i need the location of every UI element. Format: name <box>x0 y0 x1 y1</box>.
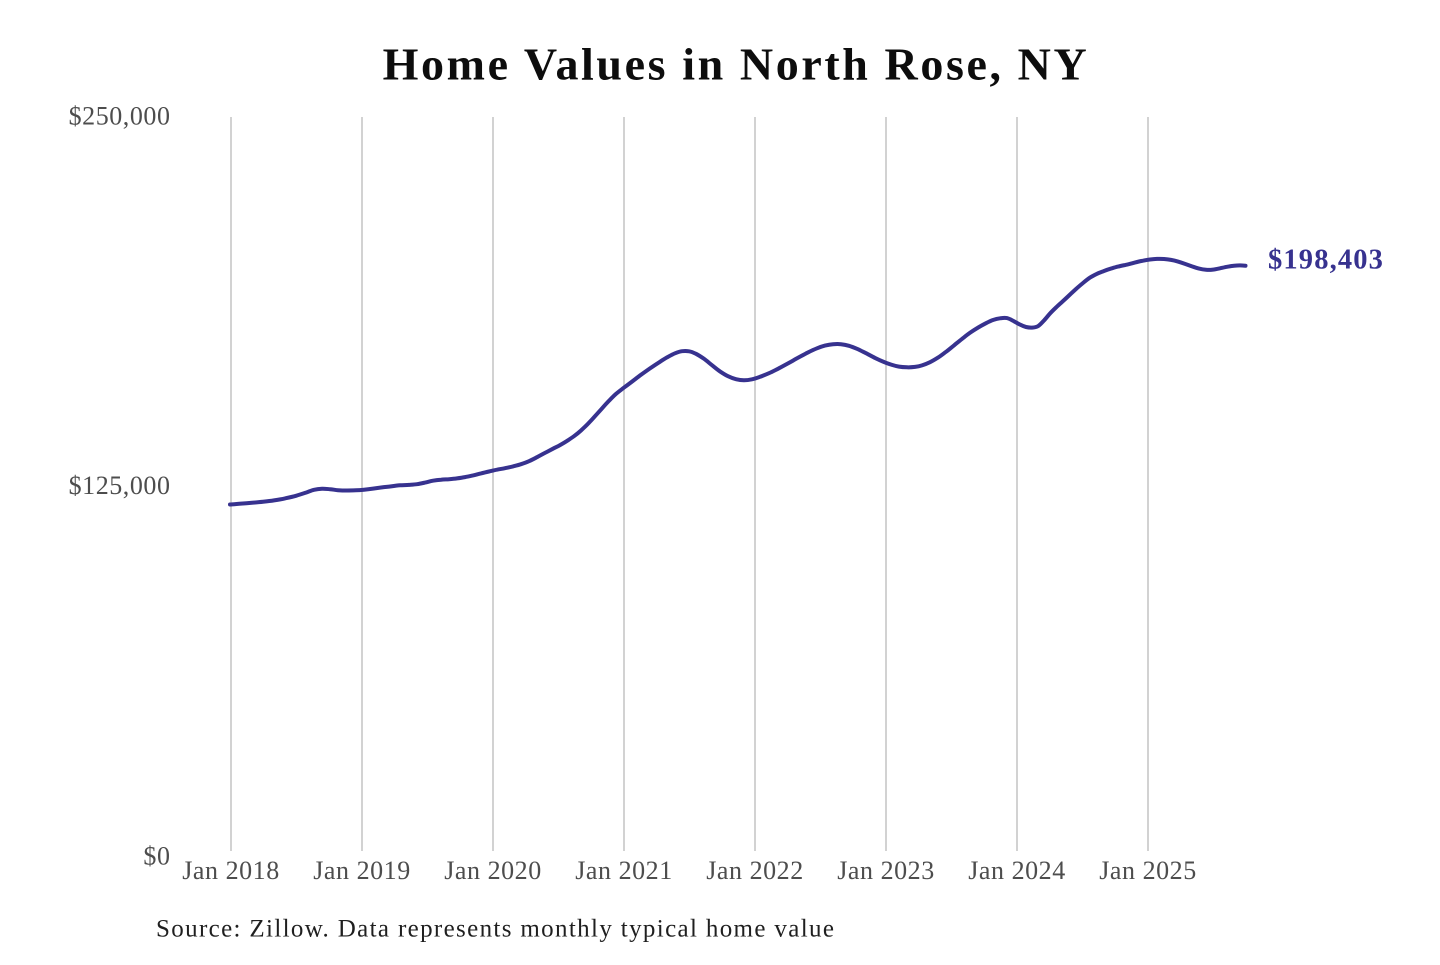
svg-text:Jan 2024: Jan 2024 <box>968 856 1066 885</box>
svg-text:Jan 2025: Jan 2025 <box>1099 856 1197 885</box>
svg-text:Jan 2019: Jan 2019 <box>313 856 411 885</box>
svg-text:Jan 2021: Jan 2021 <box>575 856 673 885</box>
svg-text:Jan 2018: Jan 2018 <box>182 856 280 885</box>
svg-text:$198,403: $198,403 <box>1268 245 1384 276</box>
svg-text:Home Values in North Rose, NY: Home Values in North Rose, NY <box>383 39 1090 90</box>
svg-text:$250,000: $250,000 <box>69 102 171 131</box>
svg-text:Jan 2022: Jan 2022 <box>706 856 804 885</box>
svg-text:Source: Zillow. Data represent: Source: Zillow. Data represents monthly … <box>156 916 835 943</box>
svg-text:Jan 2020: Jan 2020 <box>444 856 542 885</box>
svg-text:$125,000: $125,000 <box>69 471 171 500</box>
svg-text:Jan 2023: Jan 2023 <box>837 856 935 885</box>
svg-text:$0: $0 <box>143 842 170 871</box>
